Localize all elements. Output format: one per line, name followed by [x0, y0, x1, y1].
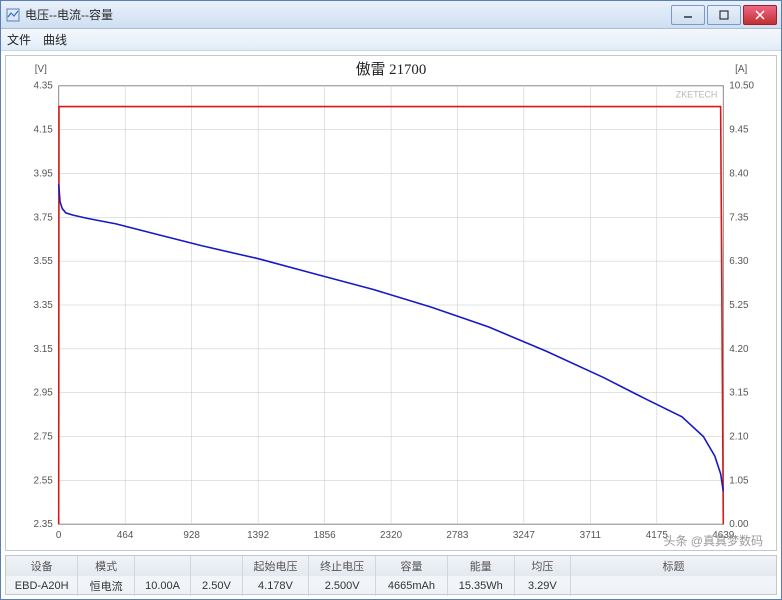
status-value-4: 4.178V	[242, 576, 309, 596]
minimize-button[interactable]	[671, 5, 705, 25]
svg-text:3.75: 3.75	[33, 212, 53, 223]
svg-text:3.55: 3.55	[33, 256, 53, 267]
svg-text:2.75: 2.75	[33, 431, 53, 442]
status-header-0: 设备	[6, 556, 78, 576]
svg-text:4.35: 4.35	[33, 81, 53, 92]
svg-text:3.35: 3.35	[33, 300, 53, 311]
status-header-3	[191, 556, 242, 576]
svg-text:ZKETECH: ZKETECH	[676, 90, 718, 100]
status-header-6: 容量	[376, 556, 448, 576]
svg-text:2783: 2783	[446, 530, 469, 541]
menu-curve[interactable]: 曲线	[43, 31, 67, 48]
status-header-2	[134, 556, 190, 576]
svg-text:4175: 4175	[646, 530, 669, 541]
status-value-6: 4665mAh	[376, 576, 448, 596]
status-value-3: 2.50V	[191, 576, 242, 596]
status-value-9	[571, 576, 776, 596]
status-header-5: 终止电压	[309, 556, 376, 576]
svg-text:4.20: 4.20	[729, 344, 749, 355]
svg-text:1.05: 1.05	[729, 475, 749, 486]
svg-text:7.35: 7.35	[729, 212, 749, 223]
svg-text:0.00: 0.00	[729, 519, 749, 530]
svg-text:2.95: 2.95	[33, 388, 53, 399]
svg-text:[A]: [A]	[735, 64, 747, 75]
svg-text:1392: 1392	[247, 530, 270, 541]
svg-text:傲雷 21700: 傲雷 21700	[356, 61, 427, 78]
maximize-button[interactable]	[707, 5, 741, 25]
svg-text:3.15: 3.15	[33, 344, 53, 355]
svg-text:4639: 4639	[712, 530, 735, 541]
svg-text:464: 464	[117, 530, 134, 541]
svg-text:9.45: 9.45	[729, 125, 749, 136]
svg-text:8.40: 8.40	[729, 168, 749, 179]
svg-text:0: 0	[56, 530, 62, 541]
svg-text:3247: 3247	[513, 530, 536, 541]
status-value-1: 恒电流	[78, 576, 134, 596]
svg-text:1856: 1856	[314, 530, 337, 541]
status-value-5: 2.500V	[309, 576, 376, 596]
discharge-chart: 傲雷 21700 [V] [A] ZKETECH 2.35 2.55 2.75 2.95 3.1…	[6, 56, 776, 550]
menubar: 文件 曲线	[1, 29, 781, 51]
status-value-0: EBD-A20H	[6, 576, 78, 596]
titlebar: 电压--电流--容量	[1, 1, 781, 29]
status-value-2: 10.00A	[134, 576, 190, 596]
menu-file[interactable]: 文件	[7, 31, 31, 48]
status-table: 设备模式起始电压终止电压容量能量均压标题EBD-A20H恒电流10.00A2.5…	[5, 555, 777, 595]
svg-text:2.55: 2.55	[33, 475, 53, 486]
close-button[interactable]	[743, 5, 777, 25]
chart-area: 傲雷 21700 [V] [A] ZKETECH 2.35 2.55 2.75 2.95 3.1…	[5, 55, 777, 551]
svg-text:3.15: 3.15	[729, 388, 749, 399]
status-header-9: 标题	[571, 556, 776, 576]
status-header-4: 起始电压	[242, 556, 309, 576]
svg-text:4.15: 4.15	[33, 125, 53, 136]
status-value-8: 3.29V	[514, 576, 570, 596]
status-value-7: 15.35Wh	[447, 576, 514, 596]
svg-text:10.50: 10.50	[729, 81, 754, 92]
svg-text:2320: 2320	[380, 530, 403, 541]
window-title: 电压--电流--容量	[25, 6, 669, 23]
status-header-1: 模式	[78, 556, 134, 576]
svg-text:3711: 3711	[580, 530, 602, 541]
status-header-8: 均压	[514, 556, 570, 576]
svg-text:2.35: 2.35	[33, 519, 53, 530]
svg-text:5.25: 5.25	[729, 300, 749, 311]
svg-text:[V]: [V]	[35, 64, 47, 75]
status-header-7: 能量	[447, 556, 514, 576]
svg-text:3.95: 3.95	[33, 168, 53, 179]
svg-text:6.30: 6.30	[729, 256, 749, 267]
app-icon	[5, 7, 21, 23]
svg-text:2.10: 2.10	[729, 431, 749, 442]
svg-text:928: 928	[183, 530, 200, 541]
